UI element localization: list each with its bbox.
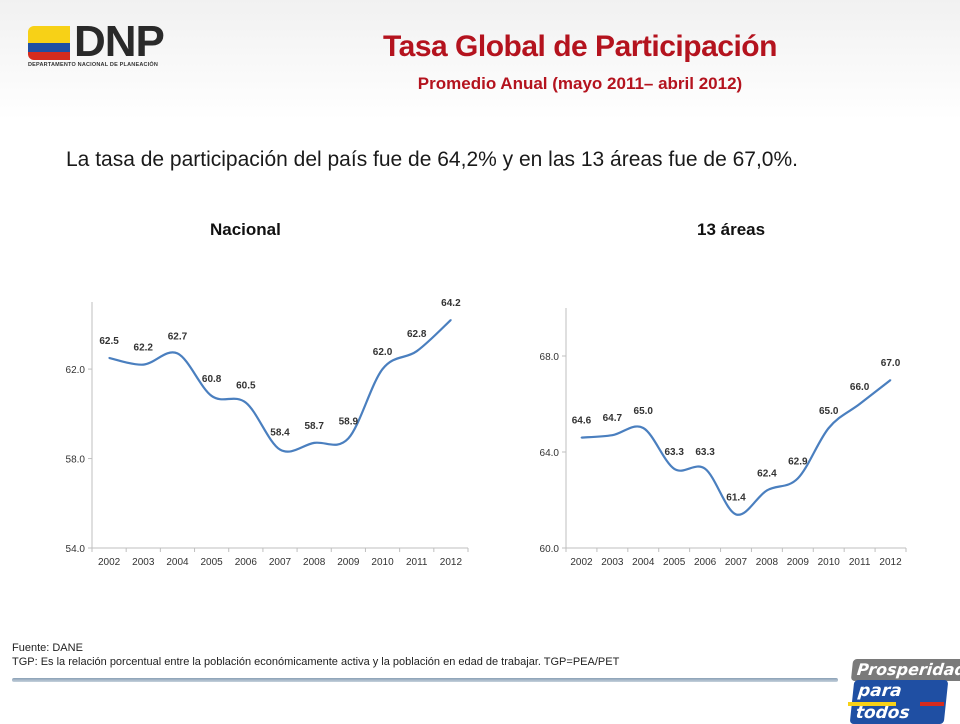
y-tick-label: 54.0: [66, 544, 86, 555]
data-point: [142, 363, 145, 366]
data-label: 60.8: [202, 374, 222, 385]
data-point: [313, 442, 315, 444]
x-tick-label: 2011: [849, 557, 871, 568]
data-point: [415, 350, 418, 352]
logo-subtext: DEPARTAMENTO NACIONAL DE PLANEACIÓN: [28, 62, 159, 68]
y-tick-label: 68.0: [540, 352, 560, 363]
x-tick-label: 2004: [632, 557, 655, 568]
data-point: [735, 513, 737, 516]
page-subtitle: Promedio Anual (mayo 2011– abril 2012): [417, 74, 743, 93]
data-point: [450, 319, 452, 321]
x-tick-label: 2002: [570, 557, 593, 568]
data-point: [245, 401, 247, 404]
y-tick-label: 64.0: [540, 448, 560, 459]
data-label: 58.7: [304, 421, 324, 432]
colombia-flag-icon: [28, 26, 70, 60]
data-label: 64.2: [441, 298, 461, 309]
x-tick-label: 2010: [818, 557, 841, 568]
data-label: 62.7: [168, 331, 188, 342]
header-band: [0, 0, 960, 120]
x-tick-label: 2003: [132, 557, 155, 568]
data-point: [827, 427, 830, 429]
data-label: 62.4: [757, 468, 777, 479]
data-point: [642, 427, 645, 429]
prosperidad-para-todos-logo: Prosperidad para todos: [846, 656, 960, 724]
x-tick-label: 2003: [601, 557, 624, 568]
data-point: [611, 434, 614, 436]
data-point: [766, 489, 768, 492]
data-label: 64.7: [603, 413, 623, 424]
chart-title-nacional: Nacional: [210, 220, 281, 239]
x-tick-label: 2002: [98, 557, 121, 568]
y-tick-label: 58.0: [66, 455, 86, 466]
x-tick-label: 2008: [303, 557, 326, 568]
page-title: Tasa Global de Participación: [383, 30, 777, 63]
data-label: 62.2: [134, 343, 154, 354]
x-tick-label: 2007: [269, 557, 292, 568]
x-tick-label: 2008: [756, 557, 779, 568]
x-tick-label: 2012: [440, 557, 463, 568]
data-point: [381, 368, 384, 370]
data-label: 65.0: [819, 406, 839, 417]
data-point: [889, 379, 892, 381]
data-label: 61.4: [726, 492, 746, 503]
x-tick-label: 2006: [235, 557, 258, 568]
data-label: 65.0: [634, 406, 654, 417]
chart-title-13-areas: 13 áreas: [697, 220, 766, 239]
definition-note: TGP: Es la relación porcentual entre la …: [12, 656, 620, 668]
dnp-logo: DNP DEPARTAMENTO NACIONAL DE PLANEACIÓN: [28, 17, 188, 70]
lead-text: La tasa de participación del país fue de…: [66, 148, 798, 171]
data-label: 62.9: [788, 456, 808, 467]
data-point: [858, 403, 861, 405]
x-tick-label: 2006: [694, 557, 717, 568]
data-label: 62.8: [407, 329, 427, 340]
badge-stripe: [848, 702, 944, 706]
x-tick-label: 2009: [787, 557, 810, 568]
logo-text: DNP: [74, 17, 165, 66]
y-tick-label: 62.0: [66, 365, 86, 376]
data-label: 60.5: [236, 381, 256, 392]
data-point: [279, 448, 281, 451]
chart-nacional: 54.0 58.0 62.0 2002 2003 2004 2005 2006 2007 2008…: [66, 298, 469, 568]
data-point: [210, 395, 213, 397]
footer-divider: [12, 678, 838, 682]
x-tick-label: 2007: [725, 557, 748, 568]
data-point: [704, 468, 706, 470]
data-label: 62.0: [373, 347, 393, 358]
data-point: [347, 437, 350, 440]
x-tick-label: 2011: [406, 557, 428, 568]
x-tick-label: 2005: [201, 557, 224, 568]
x-tick-label: 2009: [337, 557, 360, 568]
x-tick-label: 2004: [166, 557, 189, 568]
y-tick-label: 60.0: [540, 544, 560, 555]
data-label: 58.9: [339, 416, 359, 427]
data-point: [108, 357, 110, 359]
data-label: 62.5: [99, 336, 119, 347]
data-label: 58.4: [270, 428, 290, 439]
data-point: [580, 436, 583, 439]
data-point: [673, 468, 675, 470]
data-label: 63.3: [664, 447, 684, 458]
chart-13-areas: 60.0 64.0 68.0 2002 2003 2004 2005 2006 2007 2008…: [540, 308, 907, 568]
x-tick-label: 2005: [663, 557, 686, 568]
x-tick-label: 2012: [879, 557, 902, 568]
data-label: 66.0: [850, 382, 870, 393]
data-label: 67.0: [881, 358, 901, 369]
data-label: 63.3: [695, 447, 715, 458]
data-point: [797, 477, 799, 480]
badge-line-1: Prosperidad: [850, 659, 960, 681]
data-label: 64.6: [572, 416, 592, 427]
source-note: Fuente: DANE: [12, 642, 83, 654]
data-point: [176, 352, 179, 355]
x-tick-label: 2010: [371, 557, 394, 568]
